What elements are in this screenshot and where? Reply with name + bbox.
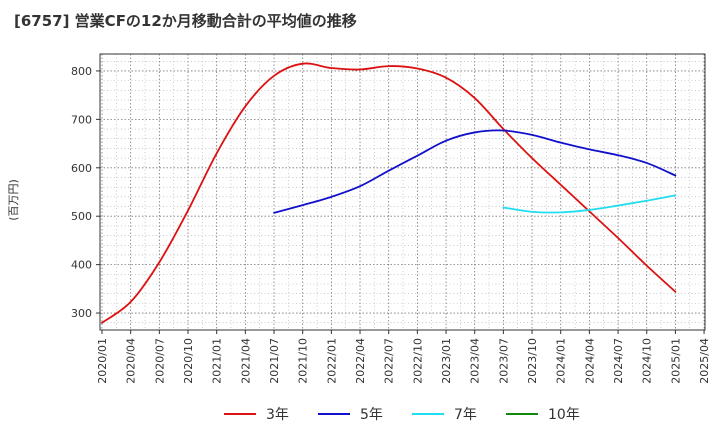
x-tick-label: 2020/01 — [96, 338, 109, 384]
x-tick-label: 2021/10 — [297, 338, 310, 384]
x-axis-ticks: 2020/01 2020/04 2020/07 2020/10 2021/01 2021/… — [96, 330, 711, 384]
x-tick-label: 2024/04 — [583, 338, 596, 384]
x-tick-label: 2023/04 — [469, 338, 482, 384]
legend: 3年 5年 7年 10年 — [224, 407, 580, 423]
y-tick-label: 400 — [71, 259, 92, 272]
x-tick-label: 2021/07 — [268, 338, 281, 384]
x-tick-label: 2022/01 — [325, 338, 338, 384]
legend-label-10年: 10年 — [548, 407, 580, 423]
x-tick-label: 2023/07 — [497, 338, 510, 384]
y-tick-label: 700 — [71, 113, 92, 126]
x-tick-label: 2022/07 — [383, 338, 396, 384]
x-tick-label: 2024/10 — [641, 338, 654, 384]
x-tick-label: 2022/10 — [411, 338, 424, 384]
x-tick-label: 2025/04 — [698, 338, 711, 384]
plot-frame — [99, 53, 706, 331]
series-line-3年 — [101, 62, 677, 324]
x-tick-label: 2020/07 — [153, 338, 166, 384]
x-tick-label: 2025/01 — [669, 338, 682, 384]
y-axis-ticks: 300 400 500 600 700 800 — [71, 65, 100, 320]
x-tick-label: 2023/01 — [440, 338, 453, 384]
series-lines — [101, 62, 677, 324]
x-tick-label: 2023/10 — [526, 338, 539, 384]
x-tick-label: 2021/04 — [239, 338, 252, 384]
y-axis-label: (百万円) — [7, 179, 20, 221]
legend-label-7年: 7年 — [454, 407, 477, 423]
x-tick-label: 2024/01 — [555, 338, 568, 384]
plot-background — [100, 54, 705, 330]
x-tick-label: 2024/07 — [612, 338, 625, 384]
grid — [100, 54, 705, 330]
y-tick-label: 800 — [71, 65, 92, 78]
legend-label-3年: 3年 — [266, 407, 289, 423]
x-tick-label: 2020/10 — [182, 338, 195, 384]
x-tick-label: 2020/04 — [125, 338, 138, 384]
series-line-7年 — [502, 194, 677, 214]
y-tick-label: 600 — [71, 162, 92, 175]
series-line-5年 — [273, 129, 677, 214]
y-tick-label: 500 — [71, 210, 92, 223]
legend-label-5年: 5年 — [360, 407, 383, 423]
chart-title: [6757] 営業CFの12か月移動合計の平均値の推移 — [14, 12, 357, 30]
y-tick-label: 300 — [71, 307, 92, 320]
x-tick-label: 2021/01 — [211, 338, 224, 384]
x-tick-label: 2022/04 — [354, 338, 367, 384]
